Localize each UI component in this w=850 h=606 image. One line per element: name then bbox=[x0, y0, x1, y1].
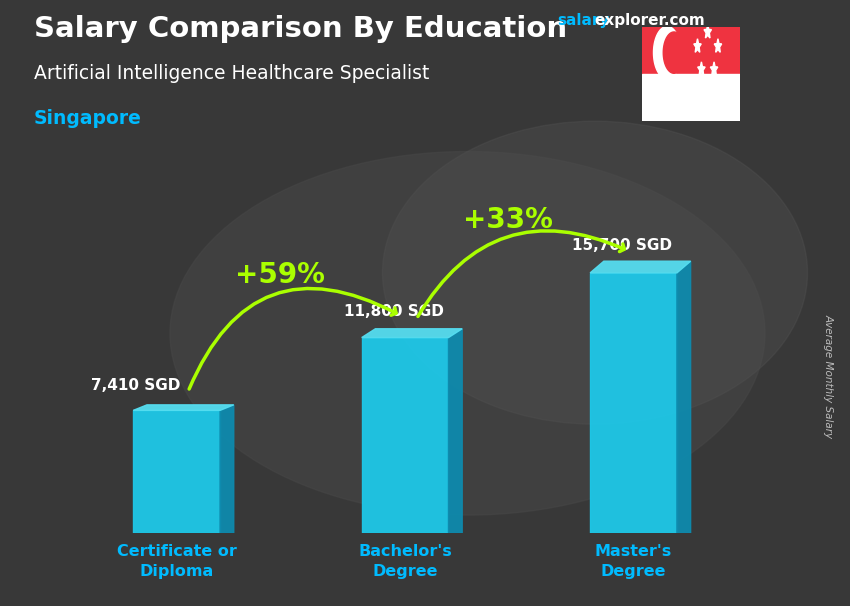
Polygon shape bbox=[654, 26, 681, 79]
Polygon shape bbox=[590, 261, 690, 273]
Polygon shape bbox=[704, 24, 711, 38]
Polygon shape bbox=[361, 338, 449, 533]
Text: Singapore: Singapore bbox=[34, 109, 142, 128]
Ellipse shape bbox=[382, 121, 808, 424]
Polygon shape bbox=[711, 62, 717, 75]
Polygon shape bbox=[677, 261, 690, 533]
Polygon shape bbox=[698, 62, 705, 75]
Text: +33%: +33% bbox=[463, 206, 552, 234]
Polygon shape bbox=[133, 405, 234, 410]
Text: salary: salary bbox=[557, 13, 609, 28]
Text: Artificial Intelligence Healthcare Specialist: Artificial Intelligence Healthcare Speci… bbox=[34, 64, 429, 82]
Polygon shape bbox=[714, 39, 722, 52]
Text: 11,800 SGD: 11,800 SGD bbox=[343, 304, 444, 319]
Ellipse shape bbox=[170, 152, 765, 515]
Text: +59%: +59% bbox=[235, 261, 325, 288]
Polygon shape bbox=[361, 329, 462, 338]
Polygon shape bbox=[663, 32, 685, 73]
Text: 7,410 SGD: 7,410 SGD bbox=[91, 378, 180, 393]
Bar bbox=[642, 75, 740, 121]
Bar bbox=[642, 27, 740, 75]
Polygon shape bbox=[590, 273, 677, 533]
Text: explorer.com: explorer.com bbox=[594, 13, 705, 28]
Polygon shape bbox=[449, 329, 462, 533]
Text: Average Monthly Salary: Average Monthly Salary bbox=[824, 314, 834, 438]
Text: 15,700 SGD: 15,700 SGD bbox=[572, 238, 672, 253]
Text: Salary Comparison By Education: Salary Comparison By Education bbox=[34, 15, 567, 43]
Polygon shape bbox=[133, 410, 220, 533]
Polygon shape bbox=[220, 405, 234, 533]
Polygon shape bbox=[694, 39, 701, 52]
